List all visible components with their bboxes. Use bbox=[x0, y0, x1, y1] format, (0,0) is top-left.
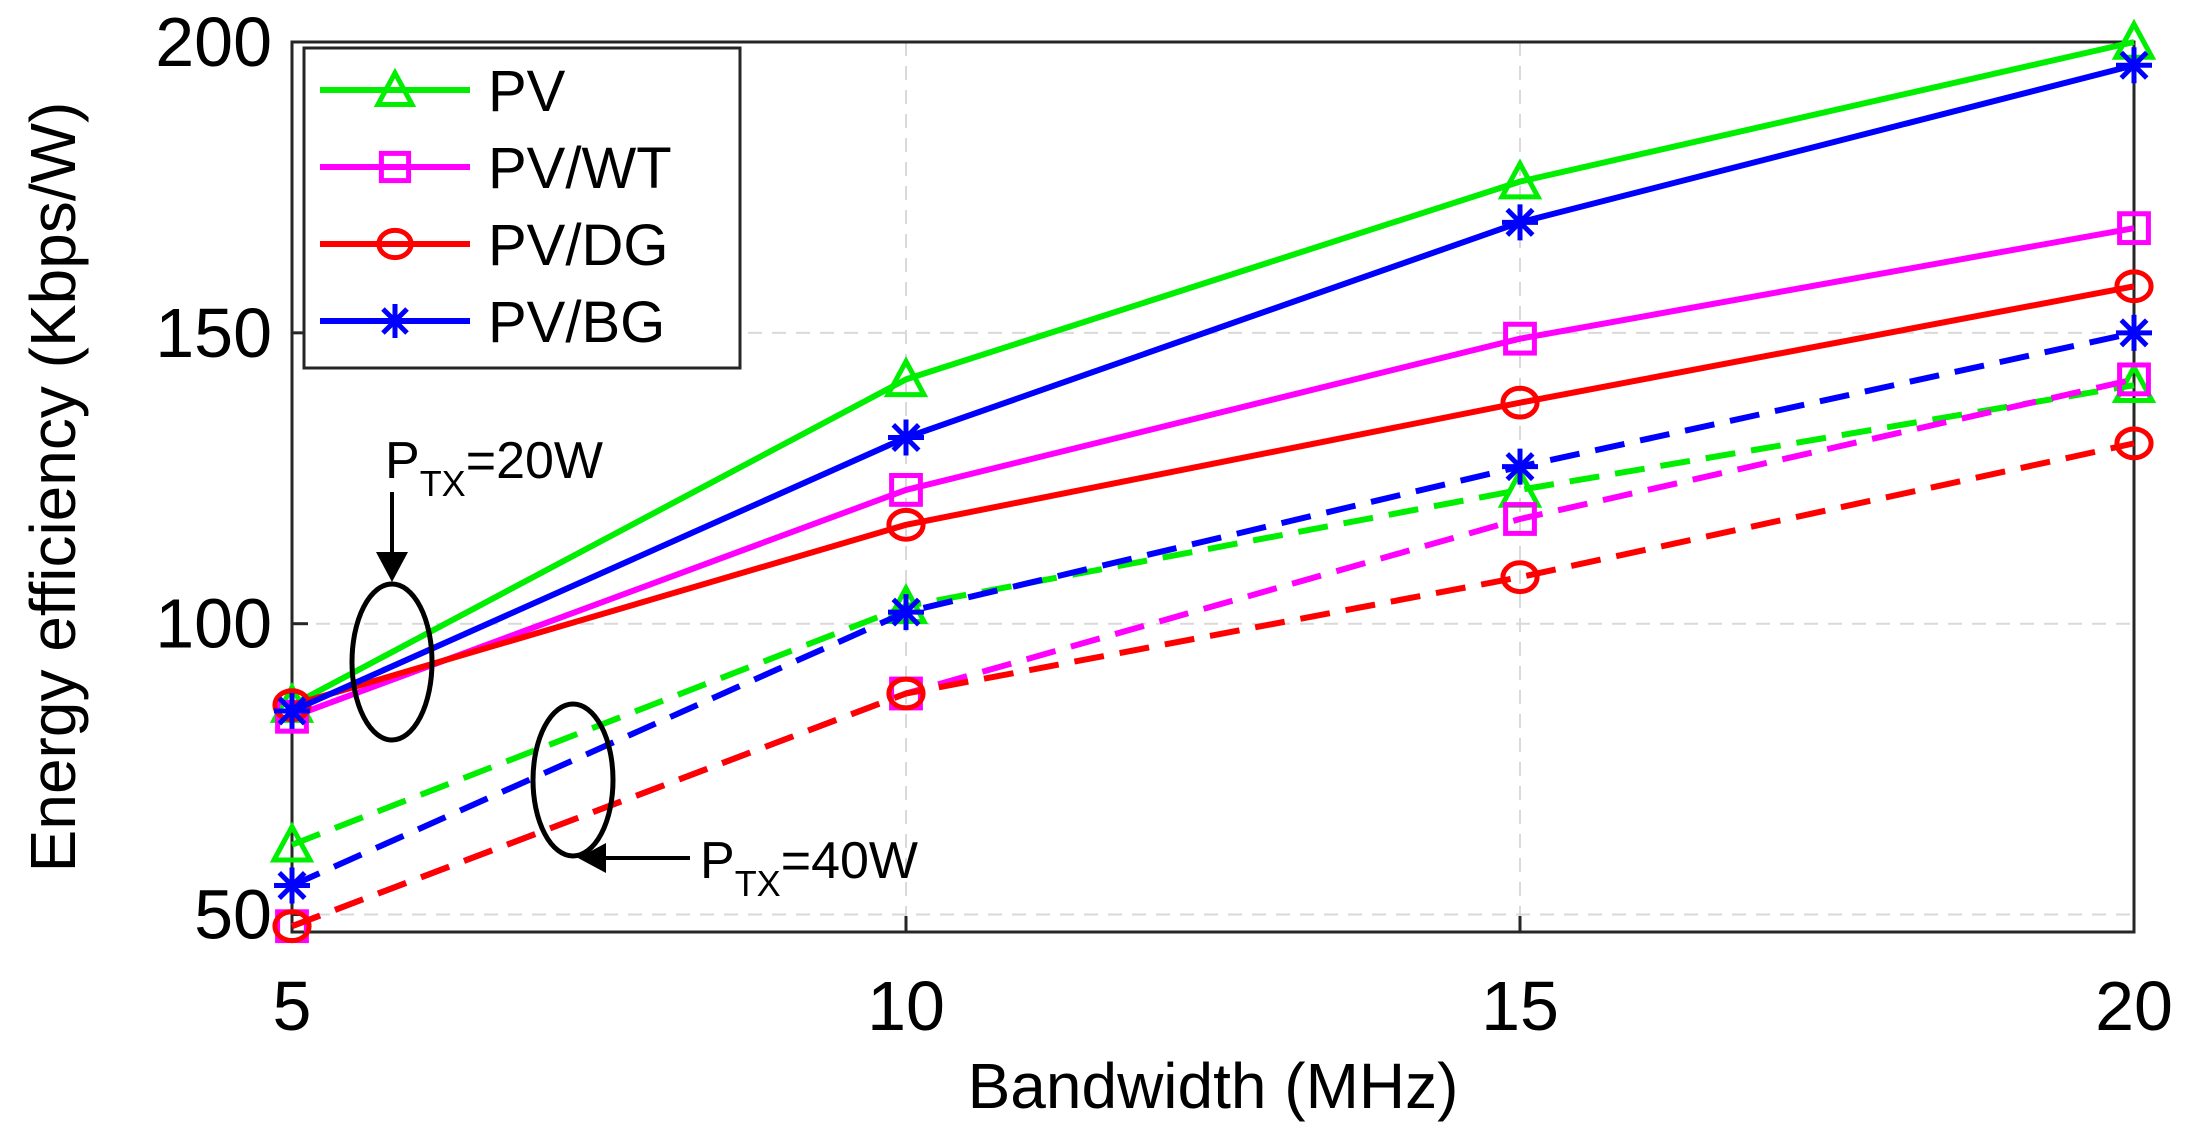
y-axis-label: Energy efficiency (Kbps/W) bbox=[17, 102, 89, 873]
star-marker bbox=[274, 692, 310, 729]
legend-entry: PV/BG bbox=[320, 290, 665, 355]
legend-label: PV/DG bbox=[488, 213, 669, 278]
circle-marker bbox=[2114, 426, 2154, 461]
plot-area-frame bbox=[290, 40, 2136, 934]
x-axis-label: Bandwidth (MHz) bbox=[968, 1050, 1459, 1122]
star-marker bbox=[888, 594, 924, 631]
star-marker bbox=[1502, 204, 1538, 241]
square-marker bbox=[1503, 321, 1537, 356]
x-tick-label: 5 bbox=[273, 967, 312, 1045]
legend-label: PV/WT bbox=[488, 136, 672, 201]
star-marker bbox=[1502, 448, 1538, 485]
circle-marker bbox=[272, 909, 312, 944]
series-pv-wt-20w bbox=[275, 211, 2151, 734]
series-pv-dg-40w bbox=[272, 426, 2154, 944]
y-axis: 50 100 150 200 bbox=[155, 3, 308, 954]
series-line bbox=[291, 283, 2135, 709]
x-axis: 5 10 15 20 bbox=[273, 916, 2173, 1045]
annotation-ptx-40w: PTX=40W bbox=[530, 701, 918, 904]
annotation-ptx-20w: PTX=20W bbox=[349, 432, 603, 743]
square-marker bbox=[2117, 211, 2151, 246]
annotation-ptx-40w-prefix: P bbox=[700, 832, 735, 890]
legend-label: PV/BG bbox=[488, 290, 665, 355]
annotation-ptx-20w-suffix: =20W bbox=[466, 432, 603, 490]
annotation-ptx-40w-suffix: =40W bbox=[781, 832, 918, 890]
series-pv-bg-20w bbox=[274, 47, 2152, 729]
star-marker bbox=[2116, 47, 2152, 84]
series-line bbox=[290, 39, 2135, 708]
triangle-marker bbox=[1497, 158, 1543, 200]
square-marker bbox=[889, 473, 923, 507]
triangle-marker bbox=[883, 356, 929, 398]
annotation-ptx-20w-ellipse bbox=[349, 581, 435, 743]
legend-entry: PV bbox=[320, 59, 566, 124]
legend: PV PV/WT PV/DG PV/BG bbox=[302, 46, 742, 370]
star-marker bbox=[378, 304, 412, 338]
legend-label: PV bbox=[488, 59, 566, 124]
series-line bbox=[290, 329, 2135, 889]
annotation-ptx-20w-label: PTX=20W bbox=[385, 432, 603, 504]
annotation-ptx-40w-label: PTX=40W bbox=[700, 832, 918, 904]
annotation-ptx-20w-subscript: TX bbox=[420, 463, 466, 504]
y-tick-label: 200 bbox=[155, 3, 272, 81]
triangle-marker bbox=[373, 67, 417, 107]
star-marker bbox=[2116, 314, 2152, 351]
square-marker bbox=[2117, 362, 2151, 397]
legend-entry: PV/DG bbox=[320, 213, 669, 278]
x-tick-label: 20 bbox=[2095, 967, 2173, 1045]
y-tick-label: 50 bbox=[194, 876, 272, 954]
series-line bbox=[290, 225, 2135, 720]
y-tick-label: 100 bbox=[155, 585, 272, 663]
square-marker bbox=[378, 150, 412, 184]
star-marker bbox=[274, 867, 310, 904]
circle-marker bbox=[2114, 269, 2154, 304]
y-tick-label: 150 bbox=[155, 294, 272, 372]
annotation-ptx-40w-arrowhead bbox=[578, 843, 606, 873]
circle-marker bbox=[376, 227, 414, 261]
triangle-marker bbox=[269, 821, 315, 863]
x-tick-label: 10 bbox=[867, 967, 945, 1045]
series-pv-bg-40w bbox=[274, 314, 2152, 904]
circle-marker bbox=[1500, 385, 1540, 420]
x-tick-label: 15 bbox=[1481, 967, 1559, 1045]
series-line bbox=[290, 440, 2135, 929]
legend-entry: PV/WT bbox=[320, 136, 672, 201]
series-line bbox=[290, 62, 2135, 714]
annotation-ptx-20w-arrowhead bbox=[376, 552, 408, 582]
annotation-ptx-40w-ellipse bbox=[530, 701, 616, 859]
star-marker bbox=[888, 419, 924, 456]
square-marker bbox=[1503, 502, 1537, 536]
annotation-ptx-40w-subscript: TX bbox=[735, 863, 781, 904]
circle-marker bbox=[886, 676, 926, 711]
annotation-ptx-20w-prefix: P bbox=[385, 432, 420, 490]
legend-box bbox=[302, 46, 742, 370]
circle-marker bbox=[886, 507, 926, 542]
circle-marker bbox=[1500, 560, 1540, 595]
